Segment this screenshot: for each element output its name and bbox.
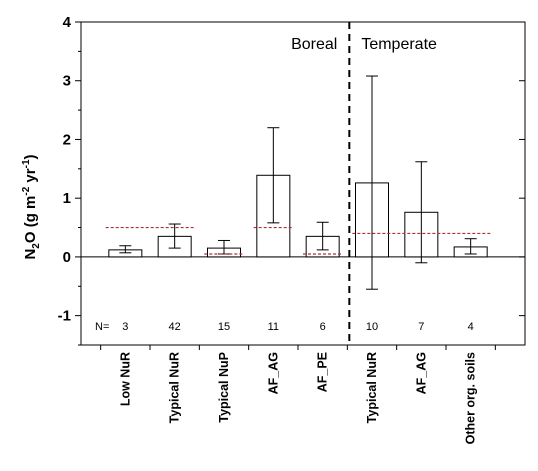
n-label: 6 <box>320 321 326 333</box>
bars <box>105 75 491 290</box>
category-label: Typical NuR <box>168 352 182 423</box>
category-label: Typical NuR <box>365 352 379 423</box>
n-label: 4 <box>468 321 474 333</box>
y-tick-label: 4 <box>63 14 72 31</box>
y-tick-label: 2 <box>63 131 71 148</box>
category-label: AF_AG <box>266 352 280 394</box>
y-tick-label: -1 <box>58 308 71 325</box>
category-label: Other org. soils <box>464 352 478 444</box>
axes <box>75 21 526 350</box>
plot-frame <box>80 21 526 346</box>
y-tick-label: 1 <box>63 190 71 207</box>
n-label: 11 <box>268 321 279 333</box>
n-label: 15 <box>218 321 230 333</box>
n-label: 10 <box>366 321 378 333</box>
category-label: Typical NuP <box>217 352 231 423</box>
n-prefix: N= <box>95 321 109 333</box>
n-label: 42 <box>169 321 181 333</box>
y-tick-label: 3 <box>63 73 71 90</box>
y-tick-label: 0 <box>63 249 71 266</box>
y-axis-label: N2O (g m-2 yr-1) <box>21 154 42 259</box>
category-label: AF_PE <box>316 352 330 392</box>
category-label: AF_AG <box>414 352 428 394</box>
region-label-temperate: Temperate <box>361 36 437 53</box>
region-label-boreal: Boreal <box>291 36 337 53</box>
n-label: 3 <box>122 321 128 333</box>
labels: -1 0 1 2 3 4 Boreal Temperate N= 3 42 15 11 6 10 7 4 Low … <box>58 14 478 444</box>
category-label: Low NuR <box>118 352 132 406</box>
n-label: 7 <box>418 321 424 333</box>
